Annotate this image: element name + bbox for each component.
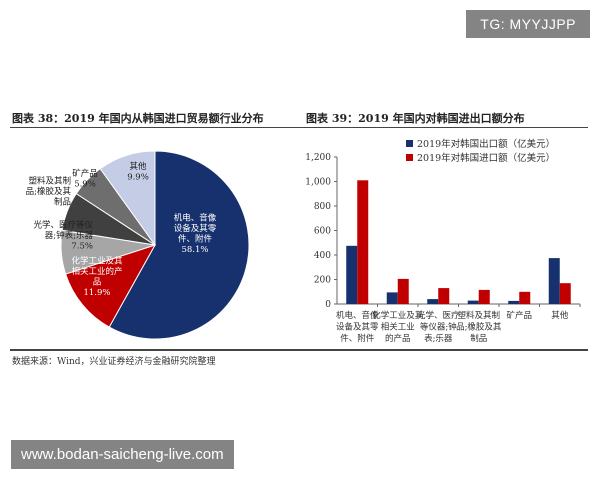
export-bar bbox=[548, 258, 560, 304]
import-bar bbox=[519, 291, 531, 305]
y-tick-label: 400 bbox=[314, 251, 331, 261]
legend-item-export: 2019年对韩国出口额（亿美元） bbox=[406, 136, 555, 150]
pie-chart-title: 图表 38：2019 年国内从韩国进口贸易额行业分布 bbox=[12, 112, 264, 125]
legend-label-import: 2019年对韩国进口额（亿美元） bbox=[417, 153, 556, 164]
x-tick-label: 等仪器;钟 bbox=[420, 322, 457, 333]
bar-legend: 2019年对韩国出口额（亿美元） 2019年对韩国进口额（亿美元） bbox=[406, 136, 555, 164]
source-note: 数据来源：Wind，兴业证券经济与金融研究院整理 bbox=[12, 357, 216, 367]
pie-slice-label: 制品 bbox=[54, 197, 71, 208]
export-bar bbox=[427, 299, 439, 304]
import-bar bbox=[478, 289, 490, 304]
y-tick-label: 800 bbox=[314, 202, 331, 212]
import-bar bbox=[397, 278, 409, 304]
pie-slice-label: 塑料及其制 bbox=[28, 176, 71, 187]
pie-slice-label: 化学工业及其 bbox=[71, 255, 123, 266]
pie-slice-label: 器;钟表;乐器 bbox=[45, 230, 94, 241]
x-tick-label: 的产品 bbox=[385, 333, 411, 344]
pie-slice bbox=[99, 150, 156, 247]
legend-label-export: 2019年对韩国出口额（亿美元） bbox=[417, 139, 556, 150]
watermark: TG: MYYJJPP bbox=[466, 10, 590, 38]
x-tick-label: 品;橡胶及其 bbox=[456, 322, 502, 333]
y-tick-label: 200 bbox=[314, 276, 331, 286]
import-bar bbox=[357, 180, 369, 304]
title-divider bbox=[10, 127, 588, 128]
pie-slice-label: 设备及其零 bbox=[174, 223, 217, 234]
y-tick-label: 0 bbox=[325, 300, 331, 310]
legend-swatch-import bbox=[406, 153, 413, 161]
y-tick-label: 1,200 bbox=[305, 153, 331, 163]
pie-value-label: 11.9% bbox=[83, 288, 110, 298]
pie-slice-label: 光学、医疗等仪 bbox=[33, 220, 93, 231]
pie-value-label: 9.9% bbox=[127, 172, 149, 182]
legend-item-import: 2019年对韩国进口额（亿美元） bbox=[406, 150, 555, 164]
bar-chart-title: 图表 39：2019 年国内对韩国进出口额分布 bbox=[306, 112, 525, 125]
import-bar bbox=[438, 288, 450, 304]
site-url-banner: www.bodan-saicheng-live.com bbox=[11, 440, 234, 469]
x-tick-label: 化学工业及其 bbox=[372, 310, 424, 321]
pie-slice bbox=[108, 150, 250, 340]
x-tick-label: 件、附件 bbox=[340, 333, 375, 344]
y-tick-label: 600 bbox=[314, 227, 331, 237]
import-bar bbox=[559, 283, 571, 304]
x-tick-label: 塑料及其制 bbox=[457, 310, 500, 321]
pie-slice-label: 相关工业的产 bbox=[71, 266, 122, 277]
x-tick-label: 矿产品 bbox=[506, 310, 532, 321]
x-tick-label: 其他 bbox=[551, 310, 569, 321]
legend-swatch-export bbox=[406, 139, 413, 147]
footer-divider bbox=[10, 349, 588, 351]
export-bar bbox=[386, 292, 398, 304]
x-tick-label: 设备及其零 bbox=[336, 322, 379, 333]
export-bar bbox=[467, 300, 479, 304]
x-tick-label: 相关工业 bbox=[381, 322, 415, 333]
pie-slice-label: 件、附件 bbox=[178, 233, 213, 244]
y-tick-label: 1,000 bbox=[305, 178, 331, 188]
pie-slice-label: 机电、音像 bbox=[174, 212, 217, 223]
pie-slice-label: 其他 bbox=[129, 161, 147, 172]
pie-slice-label: 品;橡胶及其 bbox=[26, 186, 72, 197]
pie-value-label: 5.9% bbox=[74, 179, 96, 189]
x-tick-label: 光学、医疗 bbox=[417, 310, 460, 321]
x-tick-label: 表;乐器 bbox=[424, 333, 453, 344]
x-tick-label: 制品 bbox=[470, 333, 487, 344]
pie-slice bbox=[64, 244, 157, 328]
x-tick-label: 机电、音像 bbox=[336, 310, 379, 321]
pie-slice-label: 矿产品 bbox=[72, 168, 98, 179]
pie-slice-label: 品 bbox=[93, 277, 102, 287]
export-bar bbox=[508, 300, 520, 304]
pie-value-label: 7.5% bbox=[71, 242, 93, 252]
export-bar bbox=[346, 245, 358, 304]
pie-value-label: 58.1% bbox=[181, 245, 208, 255]
